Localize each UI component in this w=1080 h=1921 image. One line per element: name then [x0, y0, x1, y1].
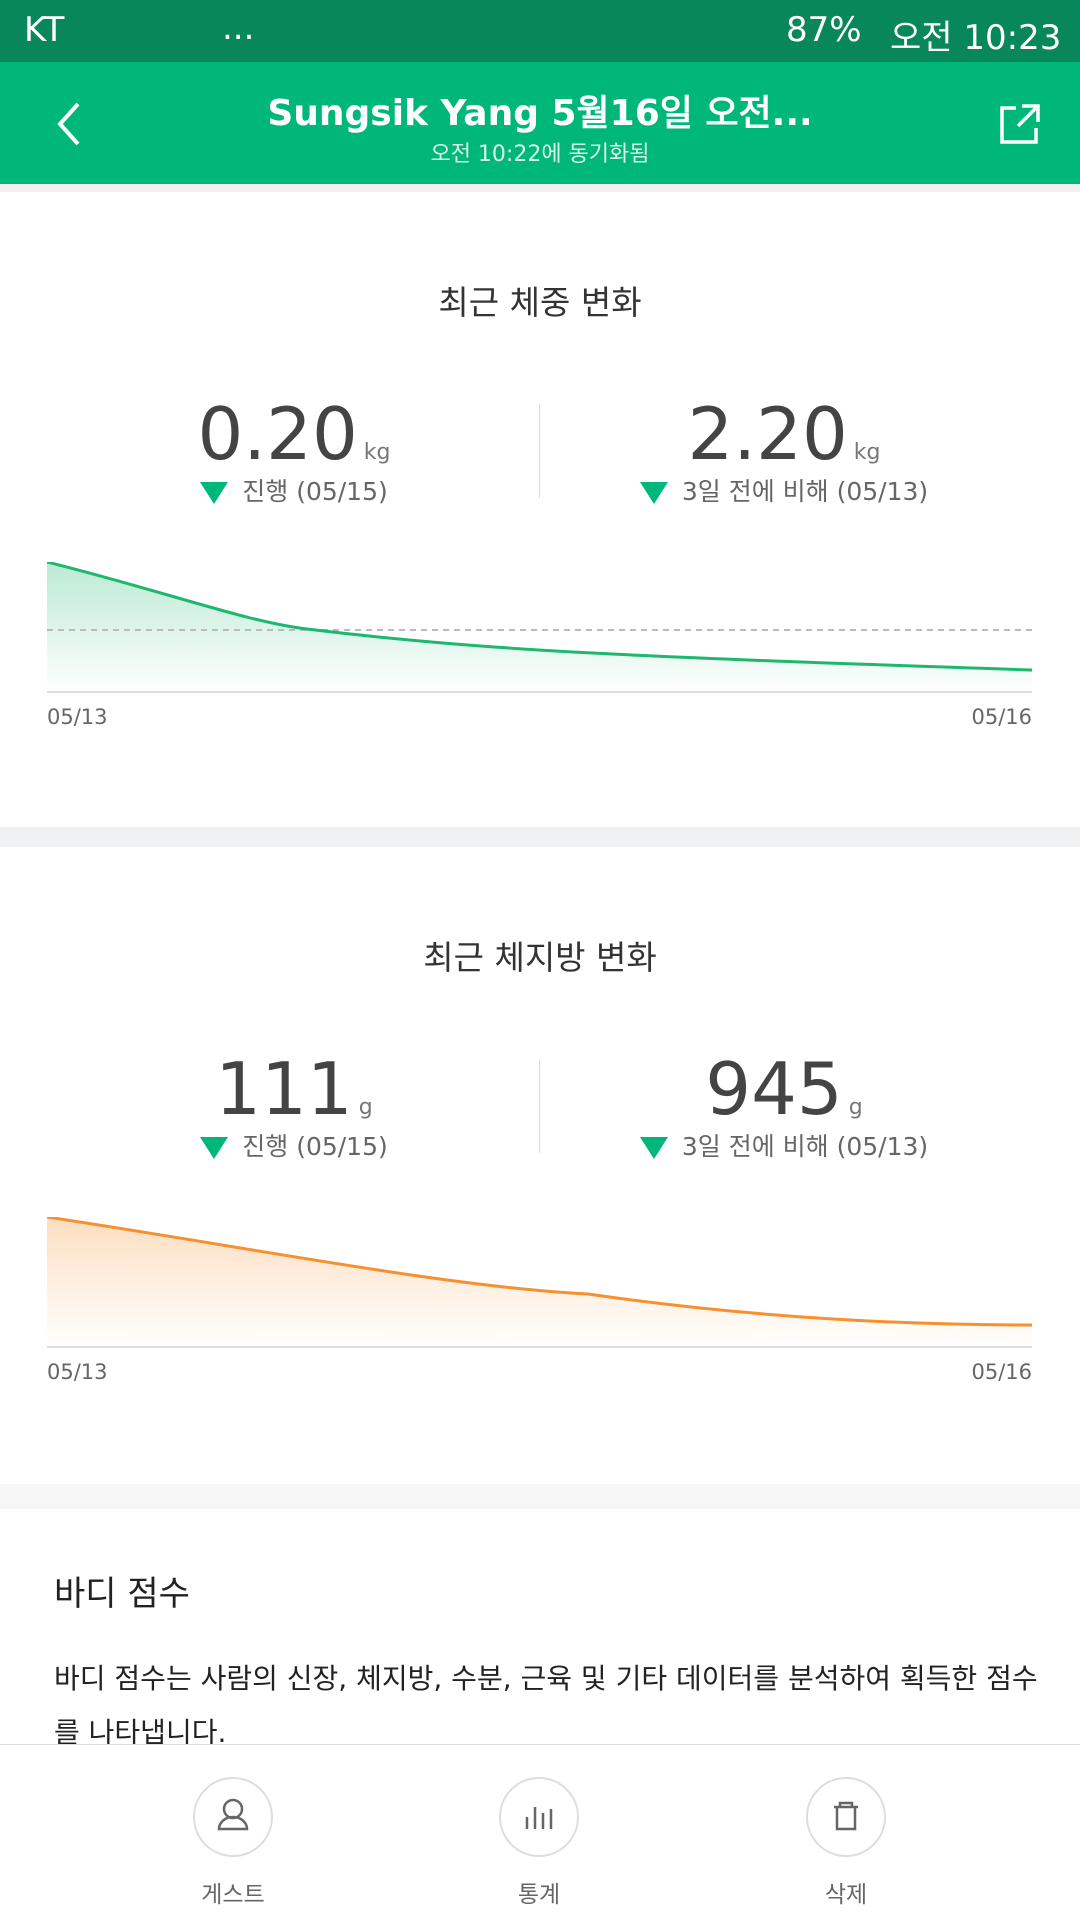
caption-text: 진행 (05/15) [242, 1132, 388, 1161]
down-arrow [639, 1137, 668, 1159]
body-score-text: 바디 점수는 사람의 신장, 체지방, 수분, 근육 및 기타 데이터를 분석하… [54, 1662, 1038, 1749]
down-arrow [200, 482, 229, 504]
stats-button[interactable] [499, 1777, 579, 1857]
stat-caption: 진행 (05/15) [74, 1127, 514, 1163]
stat: 111 g 진행 (05/15) [74, 1047, 514, 1163]
stat-divider [539, 1059, 540, 1153]
stat-value: 0.20 [197, 392, 358, 476]
trend-area [47, 562, 1032, 692]
end-date: 05/16 [971, 1360, 1032, 1384]
battery: 87% [786, 10, 862, 50]
stat-unit: kg [363, 440, 391, 465]
stat-value: 111 [215, 1047, 353, 1131]
stat-value-row: 111 g [74, 1047, 514, 1131]
divider [0, 184, 1080, 192]
divider [0, 827, 1080, 847]
stat-value: 945 [705, 1047, 843, 1131]
delete-button[interactable] [806, 1777, 886, 1857]
caption-text: 3일 전에 비해 (05/13) [681, 477, 929, 506]
section-title: 최근 체지방 변화 [423, 938, 657, 977]
end-date: 05/16 [971, 705, 1032, 729]
stat-value-row: 0.20 kg [74, 392, 514, 476]
share-button[interactable] [998, 102, 1042, 146]
stat-value-row: 2.20 kg [564, 392, 1004, 476]
stat-unit: g [358, 1095, 373, 1120]
nav-label[interactable]: 게스트 [201, 1882, 265, 1908]
stat-caption: 3일 전에 비해 (05/13) [564, 1127, 1004, 1163]
stat-caption: 진행 (05/15) [74, 472, 514, 508]
stat-value-row: 945 g [564, 1047, 1004, 1131]
bottom-nav: 게스트 통계 삭제 [0, 1744, 1080, 1921]
nav-label[interactable]: 삭제 [824, 1882, 868, 1908]
nav-label[interactable]: 통계 [517, 1882, 561, 1908]
trend-line [47, 562, 1032, 672]
trend-line [47, 1217, 1032, 1327]
stat-unit: kg [853, 440, 881, 465]
divider [0, 1484, 1080, 1509]
trend-chart [47, 562, 1032, 693]
down-arrow [200, 1137, 229, 1159]
guest-button[interactable] [193, 1777, 273, 1857]
stat: 945 g 3일 전에 비해 (05/13) [564, 1047, 1004, 1163]
title: Sungsik Yang 5월16일 오전... [267, 93, 813, 134]
app-bar: Sungsik Yang 5월16일 오전... 오전 10:22에 동기화됨 [0, 62, 1080, 184]
subtitle: 오전 10:22에 동기화됨 [430, 142, 650, 167]
caption-text: 진행 (05/15) [242, 477, 388, 506]
stat-caption: 3일 전에 비해 (05/13) [564, 472, 1004, 508]
caption-text: 3일 전에 비해 (05/13) [681, 1132, 929, 1161]
start-date: 05/13 [47, 1360, 108, 1384]
start-date: 05/13 [47, 705, 108, 729]
stat: 2.20 kg 3일 전에 비해 (05/13) [564, 392, 1004, 508]
status-bar: KT ... 87% 오전 10:23 [0, 0, 1080, 62]
more-icons: ... [222, 8, 255, 48]
back-button[interactable] [50, 100, 90, 148]
trend-area [47, 1217, 1032, 1347]
trend-chart [47, 1217, 1032, 1348]
clock: 오전 10:23 [890, 18, 1062, 58]
section-title: 최근 체중 변화 [438, 283, 642, 322]
body-score-title: 바디 점수 [54, 1574, 190, 1614]
down-arrow [639, 482, 668, 504]
stat: 0.20 kg 진행 (05/15) [74, 392, 514, 508]
stat-divider [539, 404, 540, 498]
stat-value: 2.20 [687, 392, 848, 476]
stat-unit: g [848, 1095, 863, 1120]
carrier: KT [24, 10, 65, 50]
